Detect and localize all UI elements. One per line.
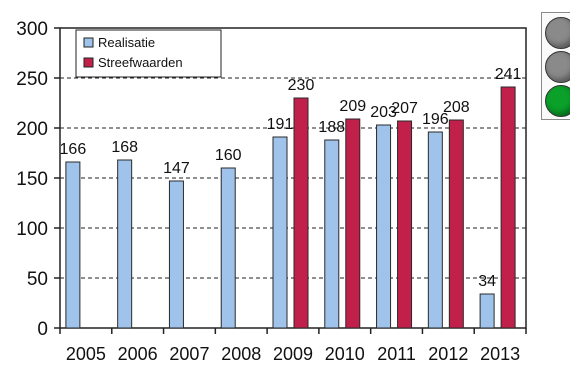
x-tick-label: 2009 <box>273 344 313 364</box>
bar-streefwaarden <box>397 120 413 329</box>
bar-realisatie <box>324 139 340 329</box>
y-tick-label: 200 <box>16 119 48 140</box>
bar-realisatie <box>272 136 288 329</box>
legend-label: Realisatie <box>98 35 155 50</box>
data-label: 230 <box>288 77 315 94</box>
y-tick-label: 250 <box>16 69 48 90</box>
data-label: 160 <box>215 147 242 164</box>
traffic-light-top <box>545 17 570 49</box>
bar-streefwaarden <box>345 118 361 329</box>
x-tick-label: 2005 <box>66 344 106 364</box>
y-tick-label: 50 <box>27 269 48 290</box>
traffic-light-middle <box>545 51 570 83</box>
traffic-light-panel <box>541 12 570 120</box>
data-label: 203 <box>370 104 397 121</box>
data-label: 196 <box>422 111 449 128</box>
legend-box <box>75 29 222 78</box>
bar-realisatie <box>117 159 133 329</box>
data-label: 208 <box>443 99 470 116</box>
x-tick-label: 2010 <box>325 344 365 364</box>
bar-realisatie <box>168 180 184 329</box>
data-label: 166 <box>60 141 87 158</box>
data-label: 191 <box>267 116 294 133</box>
bar-realisatie <box>376 124 392 329</box>
bar-realisatie <box>479 293 495 329</box>
y-tick-label: 0 <box>37 319 48 340</box>
bar-realisatie <box>427 131 443 329</box>
y-tick-label: 100 <box>16 219 48 240</box>
bar-realisatie <box>220 167 236 329</box>
data-label: 34 <box>478 273 496 290</box>
bar-streefwaarden <box>500 86 516 329</box>
x-tick-label: 2008 <box>221 344 261 364</box>
bar-streefwaarden <box>293 97 309 329</box>
legend-label: Streefwaarden <box>98 55 183 70</box>
x-tick-label: 2011 <box>377 344 416 364</box>
x-tick-label: 2007 <box>169 344 209 364</box>
data-label: 147 <box>163 160 190 177</box>
traffic-light-bottom <box>545 85 570 117</box>
x-tick-label: 2013 <box>480 344 520 364</box>
data-label: 209 <box>339 98 366 115</box>
x-tick-label: 2012 <box>428 344 468 364</box>
bar-realisatie <box>65 161 81 329</box>
x-tick-label: 2006 <box>118 344 158 364</box>
data-label: 207 <box>391 100 418 117</box>
y-tick-label: 300 <box>16 19 48 40</box>
bar-streefwaarden <box>448 119 464 329</box>
legend-swatch <box>83 37 94 48</box>
y-tick-label: 150 <box>16 169 48 190</box>
data-label: 241 <box>495 66 522 83</box>
data-label: 168 <box>111 139 138 156</box>
legend-swatch <box>83 57 94 68</box>
data-label: 188 <box>318 119 345 136</box>
